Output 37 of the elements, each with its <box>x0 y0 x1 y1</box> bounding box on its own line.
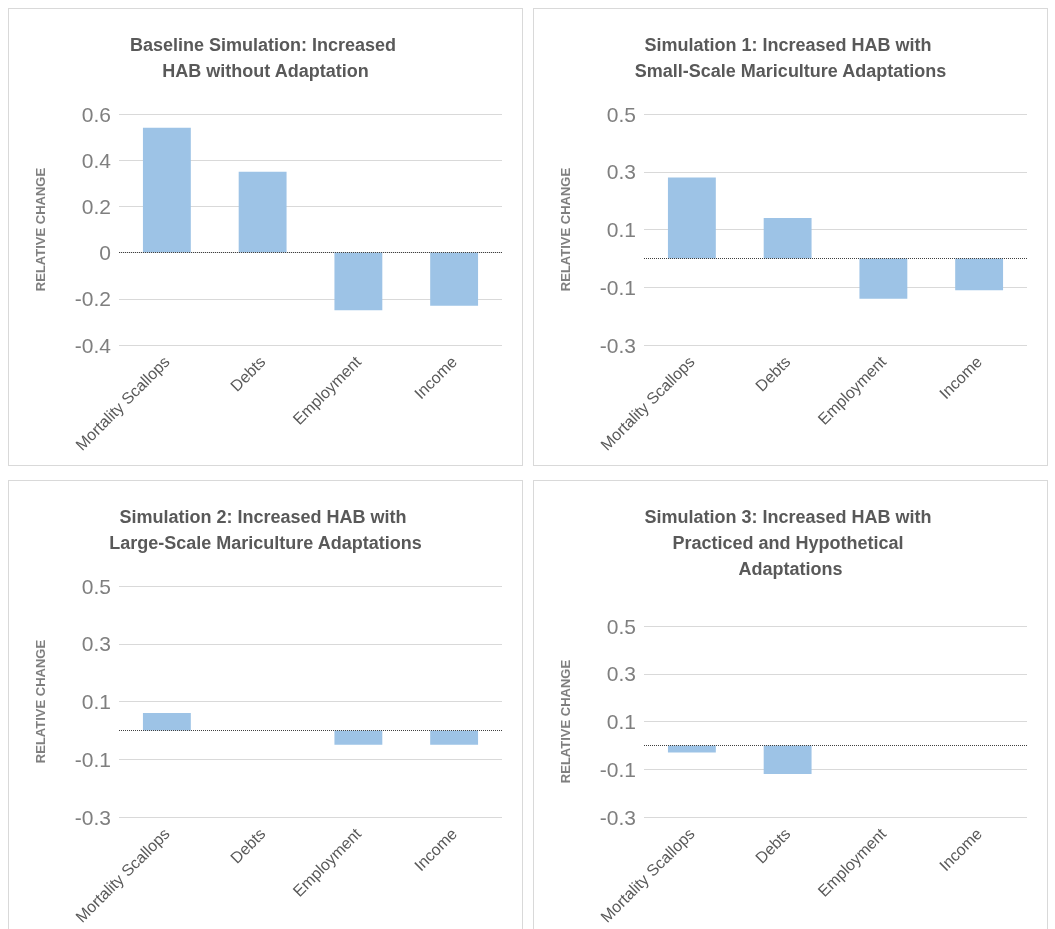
y-tick-label: -0.3 <box>74 805 111 829</box>
y-axis-title: RELATIVE CHANGE <box>558 659 573 784</box>
chart-title: Baseline Simulation: Increased HAB without Adaptation <box>129 35 402 81</box>
y-tick-label: 0.5 <box>606 614 636 638</box>
y-tick-label: -0.1 <box>599 757 636 781</box>
y-tick-label: 0.5 <box>81 574 111 598</box>
y-tick-label: -0.3 <box>599 805 636 829</box>
y-tick-label: -0.1 <box>74 747 111 771</box>
y-tick-label: 0.2 <box>81 194 111 218</box>
y-tick-label: 0.3 <box>606 160 636 184</box>
bar <box>763 217 812 259</box>
y-tick-label: 0.3 <box>81 632 111 656</box>
bar <box>955 258 1004 291</box>
bar <box>238 171 287 253</box>
chart-title: Simulation 3: Increased HAB with Practiced and Hypothetical Adaptations <box>644 507 937 579</box>
y-tick-label: 0 <box>99 241 111 265</box>
y-axis-title: RELATIVE CHANGE <box>558 167 573 292</box>
y-tick-label: 0.6 <box>81 102 111 126</box>
y-tick-label: 0.1 <box>81 690 111 713</box>
chart-title: Simulation 1: Increased HAB with Small-Scale Mariculture Adaptations <box>634 35 947 81</box>
bar <box>430 252 479 306</box>
bar <box>667 177 716 259</box>
y-tick-label: -0.3 <box>599 333 636 357</box>
y-tick-label: -0.1 <box>599 275 636 299</box>
y-tick-label: 0.3 <box>606 662 636 686</box>
y-tick-label: -0.4 <box>74 333 112 357</box>
y-axis-title: RELATIVE CHANGE <box>33 639 48 764</box>
y-tick-label: -0.2 <box>74 287 111 311</box>
y-tick-label: 0.1 <box>606 218 636 241</box>
chart-title: Simulation 2: Increased HAB with Large-Scale Mariculture Adaptations <box>109 507 422 553</box>
bar <box>334 252 383 311</box>
bar <box>142 127 191 253</box>
y-tick-label: 0.5 <box>606 102 636 126</box>
bar <box>859 258 908 299</box>
y-axis-title: RELATIVE CHANGE <box>33 167 48 292</box>
y-tick-label: 0.1 <box>606 710 636 733</box>
y-tick-label: 0.4 <box>81 148 112 172</box>
